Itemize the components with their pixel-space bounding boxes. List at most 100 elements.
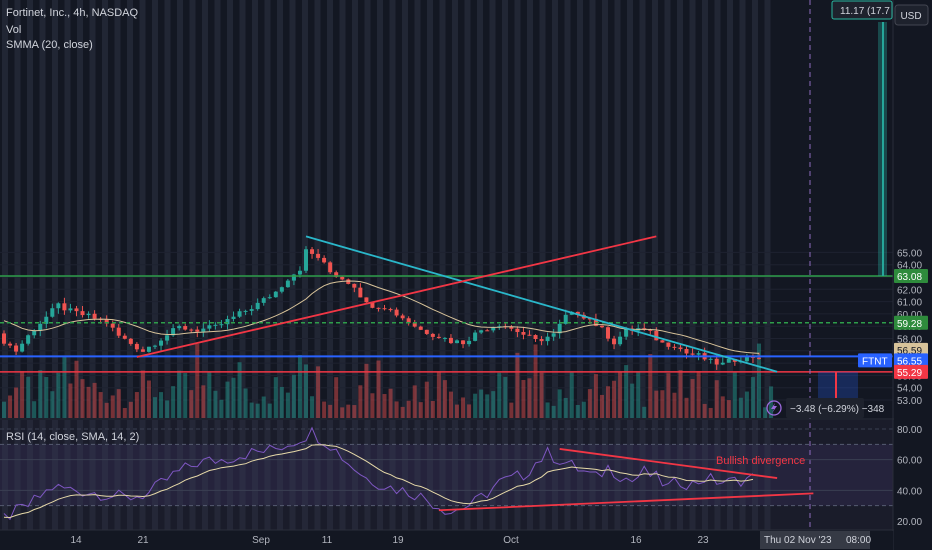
volume-bar: [2, 401, 6, 418]
candle-body: [618, 336, 623, 345]
session-stripe: [314, 0, 321, 418]
candle-body: [334, 272, 339, 277]
top-price-badge-bg: [831, 0, 893, 20]
candle-body: [74, 308, 79, 312]
candle-body: [684, 348, 689, 354]
volume-bar: [557, 389, 562, 418]
session-stripe: [64, 420, 71, 530]
rsi-pane: [0, 420, 893, 530]
candle-body: [364, 297, 369, 303]
session-stripe: [114, 0, 121, 418]
volume-bar: [430, 401, 435, 418]
candle-body: [310, 249, 315, 254]
volume-bar: [442, 380, 447, 418]
session-stripe: [727, 420, 733, 530]
session-stripe: [652, 420, 658, 530]
lightning-icon: [766, 400, 782, 416]
session-stripe: [639, 420, 646, 530]
volume-bar: [316, 366, 321, 418]
candle-body: [56, 303, 61, 309]
volume-bar: [744, 391, 749, 418]
volume-bar: [328, 404, 333, 418]
volume-bar: [624, 365, 629, 418]
candle-body: [237, 311, 242, 317]
session-stripe: [27, 0, 33, 418]
volume-bar: [732, 372, 737, 418]
session-stripe: [502, 0, 508, 418]
trendline-red: [136, 235, 657, 358]
session-stripe: [302, 420, 308, 530]
session-stripe: [277, 420, 283, 530]
session-stripe: [664, 0, 671, 418]
candle-body: [442, 337, 447, 339]
candle-body: [219, 324, 224, 326]
session-stripe: [602, 420, 608, 530]
volume-bar: [26, 376, 31, 418]
candle-body: [599, 325, 604, 328]
candle-body: [285, 280, 290, 288]
session-stripe: [539, 420, 546, 530]
volume-bar: [279, 386, 284, 418]
volume-bar: [606, 386, 610, 418]
candle-body: [165, 335, 170, 341]
volume-bar: [630, 383, 635, 418]
candle-body: [189, 329, 194, 331]
session-stripe: [627, 0, 633, 418]
session-stripe: [89, 420, 96, 530]
candle-body: [195, 329, 200, 332]
candle-body: [128, 338, 133, 344]
session-stripe: [189, 420, 196, 530]
volume-bar: [249, 402, 254, 418]
time-tick-label: 14: [70, 535, 82, 546]
candle-body: [68, 308, 73, 311]
volume-bar: [684, 397, 689, 418]
badge-63-08-bg: [894, 269, 928, 284]
currency-button[interactable]: [894, 4, 929, 26]
volume-bar: [406, 400, 411, 418]
session-stripe: [289, 0, 296, 418]
volume-bar: [533, 344, 538, 418]
volume-bar: [291, 374, 296, 418]
trendline-cyan: [305, 235, 778, 373]
volume-bar: [116, 389, 121, 418]
session-stripe: [389, 420, 396, 530]
volume-bar: [225, 381, 230, 418]
volume-bar: [690, 379, 695, 418]
volume-bar: [322, 401, 327, 418]
session-stripe: [227, 0, 233, 418]
volume-bar: [297, 354, 302, 418]
session-stripe: [2, 0, 8, 418]
candle-body: [720, 362, 725, 365]
candle-body: [146, 346, 151, 352]
volume-bar: [20, 371, 25, 418]
session-stripe: [302, 0, 308, 418]
volume-bar: [521, 379, 526, 418]
volume-bar: [648, 354, 653, 418]
volume-bar: [642, 406, 647, 418]
session-stripe: [764, 420, 771, 530]
volume-bar: [183, 373, 188, 418]
candle-body: [279, 287, 284, 292]
volume-bar: [750, 377, 755, 418]
session-stripe: [202, 420, 208, 530]
candle-body: [551, 333, 556, 337]
badge-last-price: 56.55: [897, 356, 922, 367]
volume-bar: [575, 405, 580, 418]
candle-body: [159, 340, 164, 346]
candle-body: [80, 311, 85, 316]
candle-body: [672, 346, 677, 348]
session-stripe: [177, 0, 183, 418]
volume-bar: [599, 394, 604, 418]
session-stripe: [402, 420, 408, 530]
volume-bar: [165, 400, 170, 418]
badge-59-28-bg: [894, 315, 928, 330]
session-stripe: [427, 0, 433, 418]
session-stripe: [564, 420, 571, 530]
volume-bar: [8, 395, 13, 418]
session-stripe: [552, 0, 558, 418]
volume-bar: [32, 401, 37, 418]
price-tick-label: 58.00: [897, 335, 922, 346]
session-stripe: [364, 0, 371, 418]
candle-body: [382, 308, 387, 310]
